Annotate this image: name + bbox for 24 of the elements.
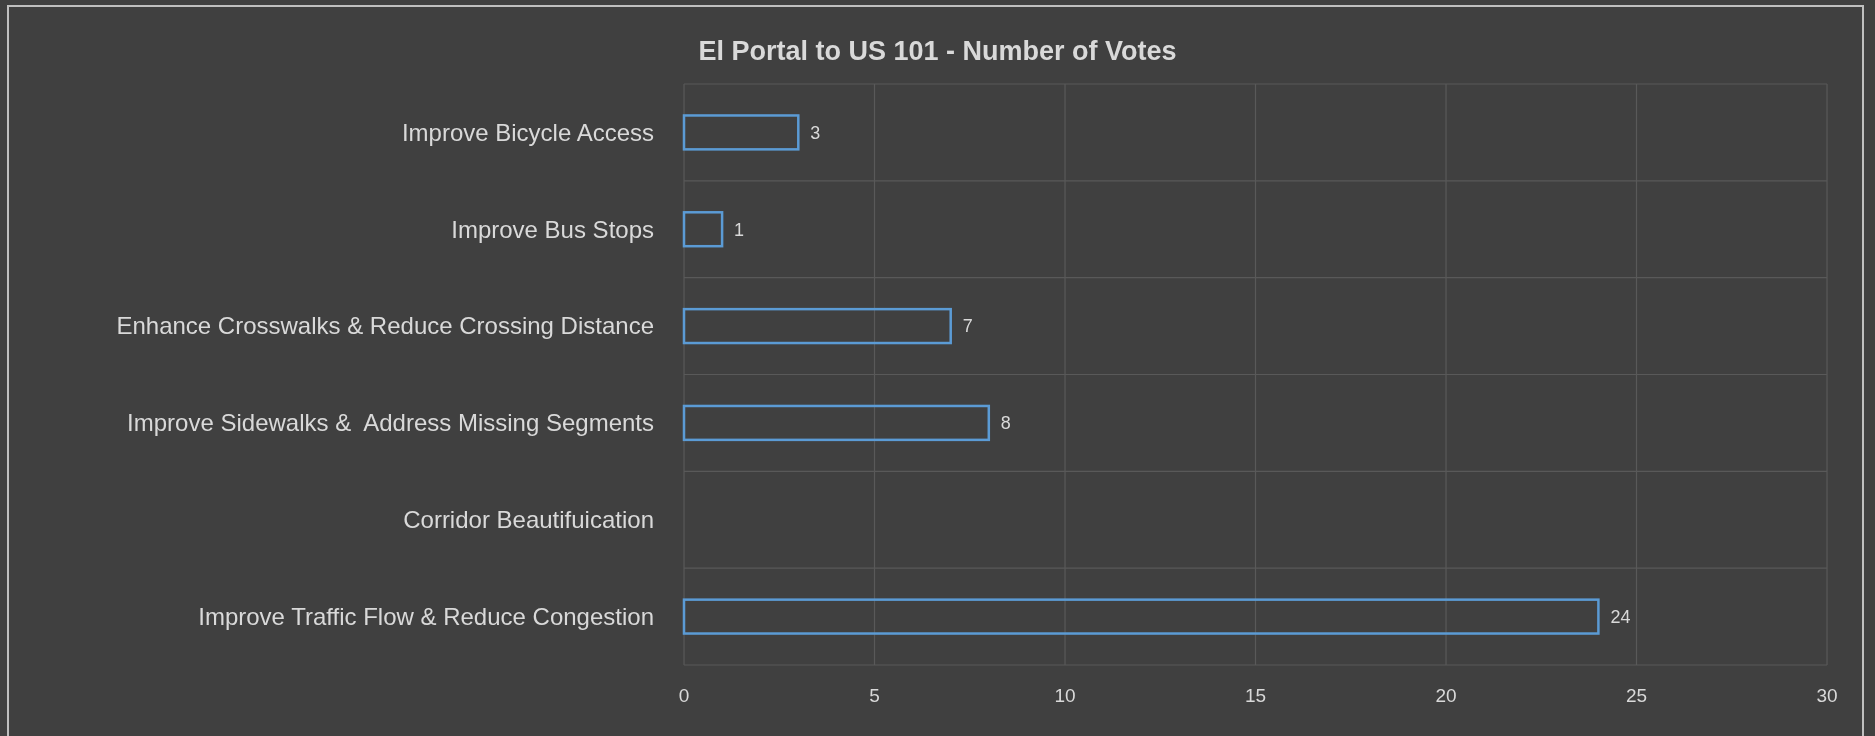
- y-tick-label: Improve Bus Stops: [451, 215, 654, 243]
- bar: [682, 307, 952, 345]
- x-tick-label: 10: [1054, 685, 1076, 706]
- chart-title: El Portal to US 101 - Number of Votes: [698, 36, 1177, 66]
- y-tick-label: Improve Sidewalks & Address Missing Segments: [127, 409, 654, 437]
- bar: [682, 211, 724, 248]
- data-label: 8: [1000, 413, 1011, 434]
- x-tick-label: 25: [1625, 685, 1648, 706]
- bar: [682, 598, 1600, 635]
- data-label: 1: [734, 219, 745, 240]
- y-tick-label: Improve Bicycle Access: [401, 118, 654, 146]
- x-tick-label: 30: [1816, 685, 1838, 706]
- y-tick-label: Enhance Crosswalks & Reduce Crossing Distance: [116, 312, 654, 340]
- data-label: 24: [1610, 606, 1631, 627]
- data-label: 3: [810, 122, 821, 143]
- x-tick-label: 20: [1435, 685, 1457, 706]
- x-tick-label: 0: [678, 685, 690, 706]
- bar: [682, 404, 991, 442]
- bar: [682, 114, 800, 151]
- x-tick-label: 15: [1244, 685, 1267, 706]
- x-tick-label: 5: [869, 685, 880, 706]
- y-tick-label: Corridor Beautifuication: [403, 506, 654, 534]
- y-tick-label: Improve Traffic Flow & Reduce Congestion: [198, 602, 654, 630]
- data-label: 7: [962, 316, 973, 337]
